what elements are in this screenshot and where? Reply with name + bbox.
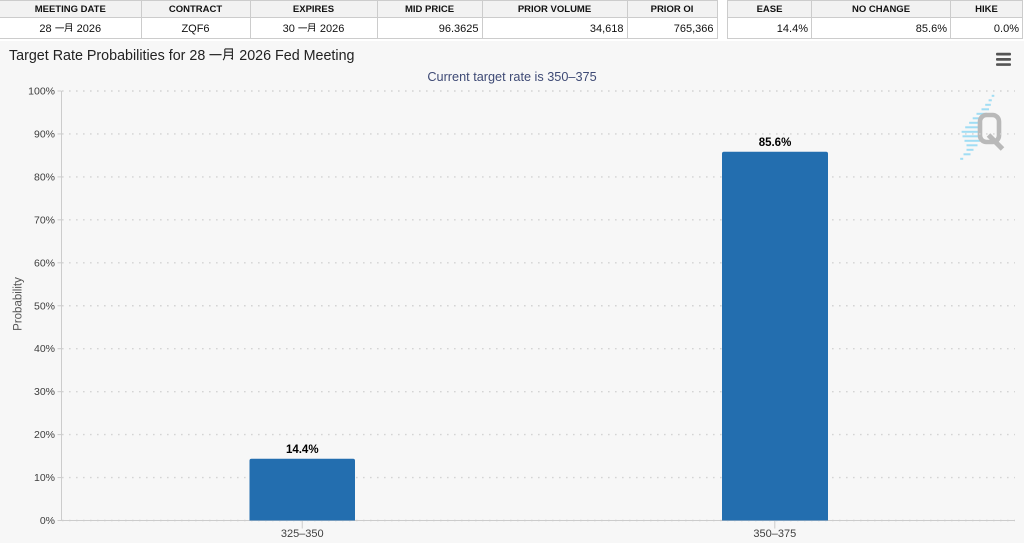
svg-text:80%: 80% <box>34 171 55 183</box>
svg-text:100%: 100% <box>28 86 55 98</box>
svg-text:Probability: Probability <box>13 277 25 331</box>
svg-text:60%: 60% <box>34 257 55 269</box>
svg-text:10%: 10% <box>34 472 55 484</box>
svg-text:14.4%: 14.4% <box>286 444 319 456</box>
svg-text:50%: 50% <box>34 300 55 312</box>
svg-text:0%: 0% <box>40 515 55 527</box>
svg-text:40%: 40% <box>34 343 55 355</box>
svg-text:85.6%: 85.6% <box>759 137 792 149</box>
svg-text:30%: 30% <box>34 386 55 398</box>
svg-text:350–375: 350–375 <box>753 528 796 540</box>
svg-text:20%: 20% <box>34 429 55 441</box>
svg-text:70%: 70% <box>34 214 55 226</box>
svg-text:325–350: 325–350 <box>281 528 324 540</box>
svg-text:90%: 90% <box>34 129 55 141</box>
